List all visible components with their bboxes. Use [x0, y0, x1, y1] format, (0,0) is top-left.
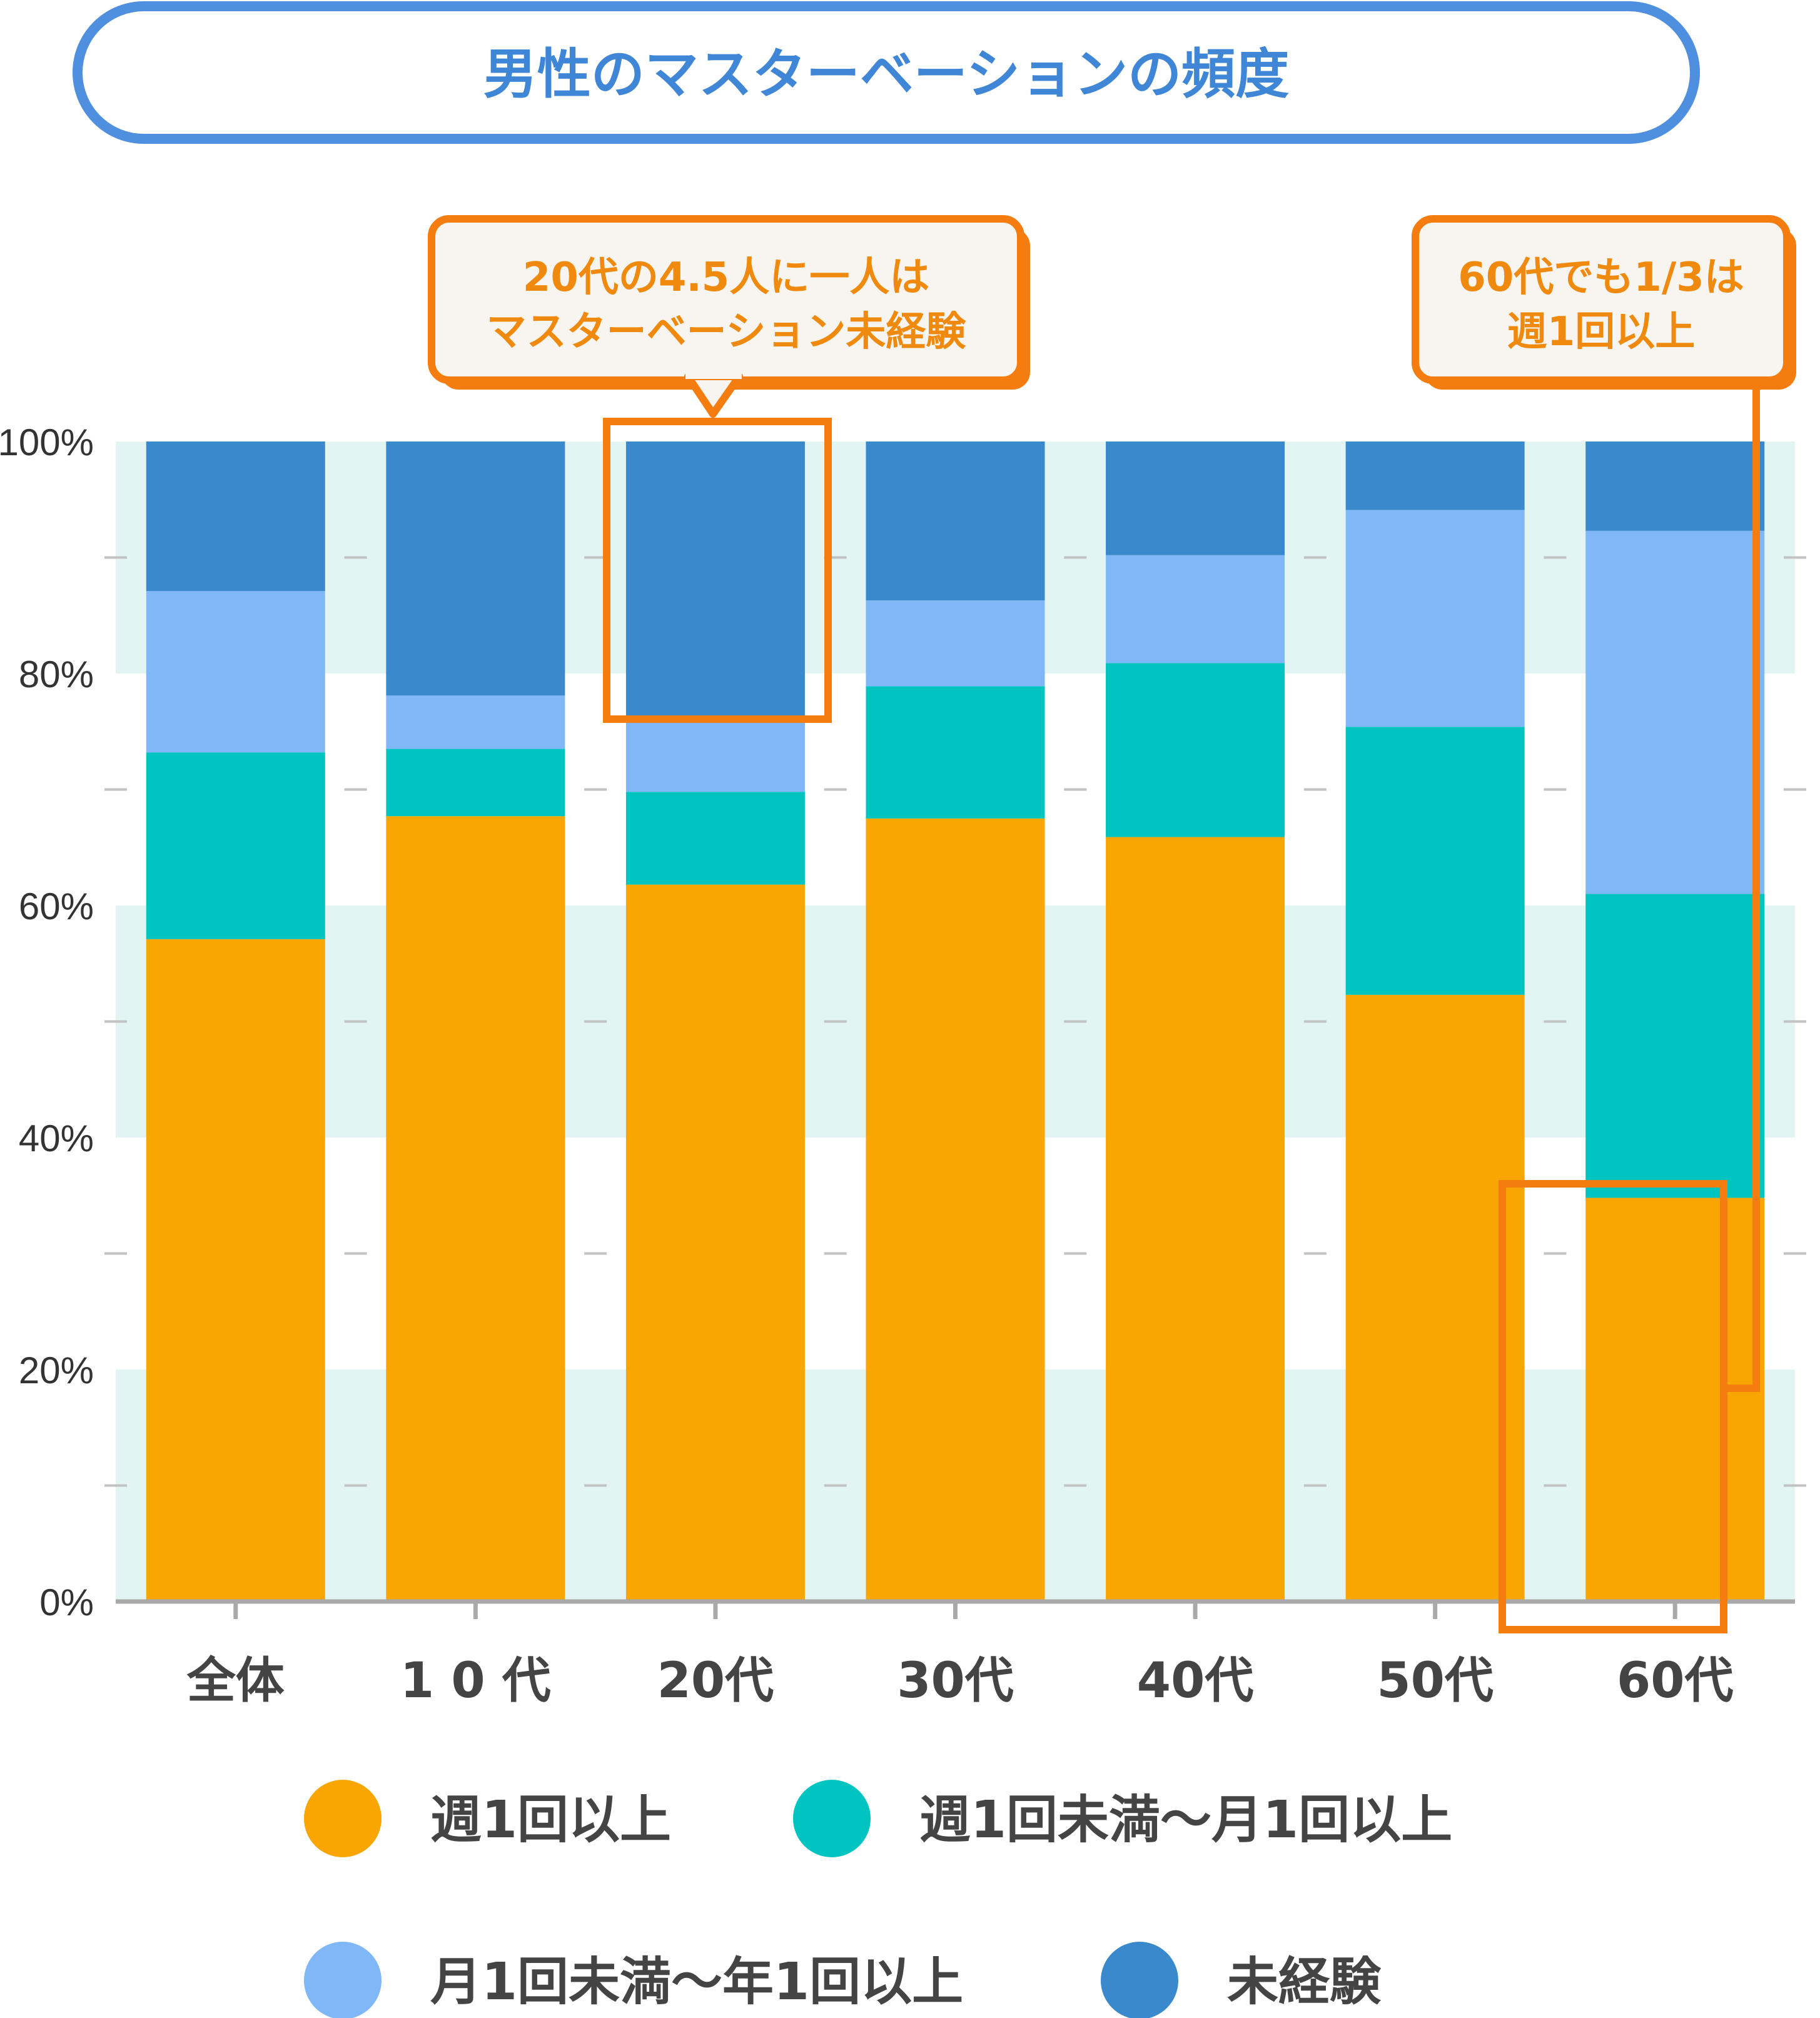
x-category-label: 20代 [657, 1653, 774, 1709]
callout-60s: 60代でも1/3は 週1回以上 [1412, 215, 1796, 390]
y-tick-label: 100% [0, 421, 94, 463]
bar-segment-1-0 [386, 816, 565, 1602]
y-tick-label: 80% [19, 653, 94, 695]
y-tick-label: 60% [19, 885, 94, 927]
bar-segment-5-2 [1345, 510, 1525, 727]
bar-segment-4-1 [1106, 663, 1285, 837]
title-pill [73, 1, 1700, 144]
legend-label-3: 未経験 [1227, 1952, 1382, 2012]
y-tick-label: 0% [39, 1582, 94, 1623]
x-category-label: 30代 [897, 1653, 1014, 1709]
legend-label-1: 週1回未満〜月1回以上 [919, 1790, 1452, 1850]
bar-segment-0-3 [146, 441, 325, 592]
x-category-label: 50代 [1377, 1653, 1494, 1709]
y-tick-labels: 0% 20% 40% 60% 80% 100% [0, 421, 94, 1623]
chart-title: 男性のマスターベーションの頻度 [483, 43, 1289, 106]
bar-segment-0-2 [146, 591, 325, 753]
x-category-label: 1 0 代 [400, 1653, 551, 1709]
bar-segment-4-3 [1106, 441, 1285, 555]
callout-60s-line-2: 週1回以上 [1507, 309, 1696, 355]
bar-segment-5-3 [1345, 441, 1525, 510]
bar-segment-4-2 [1106, 555, 1285, 663]
bar-segment-3-0 [866, 818, 1045, 1602]
legend-label-2: 月1回未満〜年1回以上 [430, 1952, 963, 2012]
legend-swatch-0 [304, 1780, 382, 1857]
bars-group [146, 441, 1765, 1602]
bar-segment-2-1 [625, 792, 805, 885]
legend-label-0: 週1回以上 [430, 1790, 671, 1850]
bar-segment-2-2 [625, 722, 805, 792]
bar-segment-1-2 [386, 695, 565, 749]
callout-20s: 20代の4.5人に一人は マスターベーション未経験 [428, 215, 1030, 418]
bar-segment-2-3 [625, 441, 805, 722]
bar-segment-0-1 [146, 752, 325, 939]
bar-segment-3-1 [866, 686, 1045, 819]
legend-swatch-2 [304, 1942, 382, 2018]
legend-swatch-3 [1101, 1942, 1178, 2018]
callout-20s-line-1: 20代の4.5人に一人は [523, 255, 929, 301]
highlight-box-20s [603, 418, 832, 723]
y-tick-label: 40% [19, 1117, 94, 1159]
x-category-label: 40代 [1137, 1653, 1254, 1709]
highlight-box-60s [1499, 1180, 1727, 1633]
bar-segment-5-1 [1345, 727, 1525, 995]
bar-segment-6-0 [1585, 1198, 1765, 1602]
x-category-label: 60代 [1617, 1653, 1734, 1709]
callout-20s-line-2: マスターベーション未経験 [487, 309, 967, 355]
y-tick-label: 20% [19, 1350, 94, 1391]
bar-segment-1-1 [386, 749, 565, 817]
bar-segment-2-0 [625, 884, 805, 1602]
bar-segment-3-2 [866, 600, 1045, 687]
callout-60s-line-1: 60代でも1/3は [1458, 255, 1744, 301]
bar-segment-3-3 [866, 441, 1045, 601]
bar-segment-0-0 [146, 939, 325, 1602]
bar-segment-1-3 [386, 441, 565, 696]
x-category-labels: 全体 1 0 代 20代 30代 40代 50代 60代 [186, 1653, 1734, 1709]
x-category-label: 全体 [186, 1653, 285, 1709]
callout-connector-60s [1727, 383, 1760, 1392]
x-axis [116, 1599, 1795, 1619]
bar-segment-5-0 [1345, 994, 1525, 1602]
bar-segment-4-0 [1106, 837, 1285, 1602]
legend-swatch-1 [793, 1780, 871, 1857]
bar-segment-6-2 [1585, 530, 1765, 894]
bar-segment-6-1 [1585, 894, 1765, 1198]
bar-segment-6-3 [1585, 441, 1765, 531]
